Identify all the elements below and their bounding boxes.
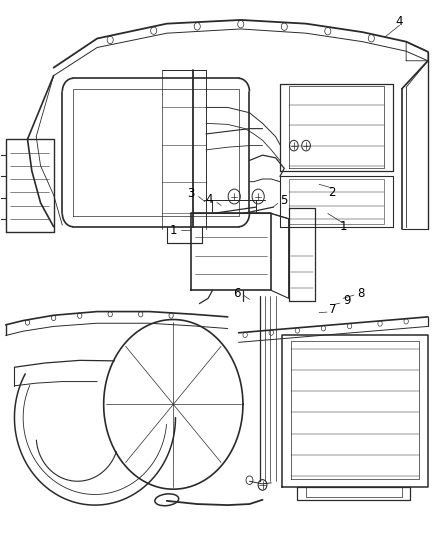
Text: 5: 5 [280, 193, 287, 207]
Text: 1: 1 [170, 224, 177, 237]
Text: 4: 4 [396, 15, 403, 28]
Text: 1: 1 [339, 220, 347, 233]
Text: 3: 3 [187, 187, 194, 200]
Text: 9: 9 [343, 294, 350, 308]
Text: 2: 2 [328, 186, 336, 199]
Text: 6: 6 [233, 287, 240, 300]
Text: 8: 8 [357, 287, 364, 300]
Text: 7: 7 [329, 303, 337, 317]
Text: 4: 4 [206, 192, 213, 206]
